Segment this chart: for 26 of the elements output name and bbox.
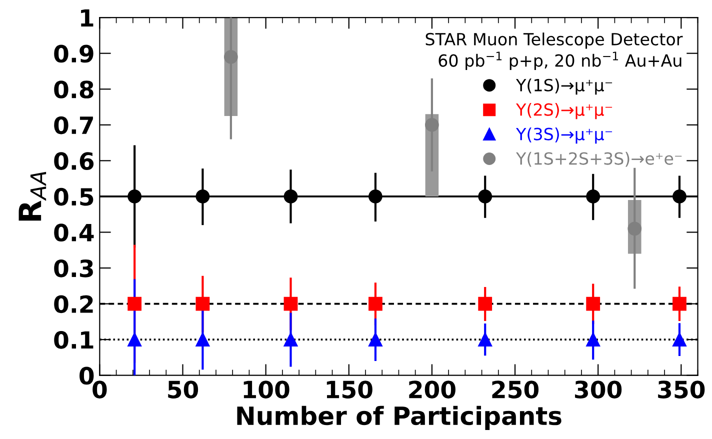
x-tick-label: 0 (92, 380, 107, 398)
x-tick-label: 150 (326, 380, 372, 398)
y-tick-label: 0.8 (54, 80, 94, 98)
y-tick-label: 0.3 (54, 259, 93, 278)
y-tick-label: 1 (81, 9, 94, 27)
y-axis-title: R$_{AA}$ (18, 172, 46, 221)
legend-label: Υ(3S)→μ⁺μ⁻ (516, 127, 612, 144)
legend-label: Υ(2S)→μ⁺μ⁻ (516, 103, 612, 120)
y-tick-label: 0.4 (54, 224, 94, 242)
y-tick-label: 0.9 (54, 44, 94, 63)
x-tick-label: 50 (168, 380, 198, 398)
y-tick-label: 0.2 (54, 295, 93, 314)
x-tick-label: 350 (658, 380, 705, 398)
y-tick-label: 0.6 (54, 152, 94, 170)
legend-label: Υ(1S)→μ⁺μ⁻ (516, 78, 612, 95)
legend-title: STAR Muon Telescope Detector 60 pb$^{−1}$ p+p, 20 nb$^{−1}$ Au+Au (426, 32, 683, 70)
x-tick-label: 200 (409, 380, 456, 398)
x-tick-label: 300 (575, 380, 622, 398)
y-tick-label: 0.5 (54, 188, 94, 206)
x-axis-title: Number of Participants (237, 406, 562, 430)
y-tick-label: 0.7 (54, 116, 93, 134)
x-tick-label: 250 (492, 380, 539, 398)
y-tick-label: 0 (80, 366, 94, 385)
legend-label: Υ(1S+2S+3S)→e⁺e⁻ (516, 152, 682, 167)
y-tick-label: 0.1 (54, 331, 94, 349)
x-tick-label: 100 (244, 380, 290, 398)
